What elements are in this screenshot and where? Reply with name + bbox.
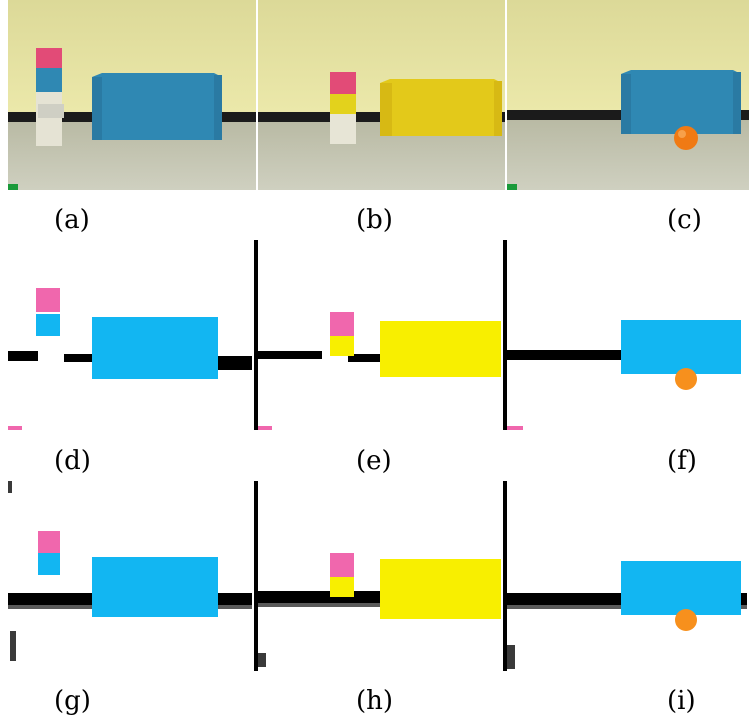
panel-g-noisy-segmentation: [8, 481, 256, 671]
panel-c-camera-image: [507, 0, 749, 190]
panel-d-segmentation: [8, 240, 256, 430]
caption-b: (b): [356, 205, 393, 235]
caption-c: (c): [667, 205, 702, 235]
panel-e-segmentation: [252, 240, 505, 430]
caption-f: (f): [667, 446, 697, 476]
caption-e: (e): [356, 446, 392, 476]
panel-h-noisy-segmentation: [252, 481, 505, 671]
panel-b-camera-image: [258, 0, 505, 190]
panel-i-noisy-segmentation: [501, 481, 749, 671]
caption-i: (i): [667, 686, 696, 716]
caption-g: (g): [54, 686, 91, 716]
caption-h: (h): [356, 686, 394, 716]
caption-a: (a): [54, 205, 90, 235]
caption-d: (d): [54, 446, 91, 476]
panel-a-camera-image: [8, 0, 256, 190]
panel-f-segmentation: [501, 240, 749, 430]
